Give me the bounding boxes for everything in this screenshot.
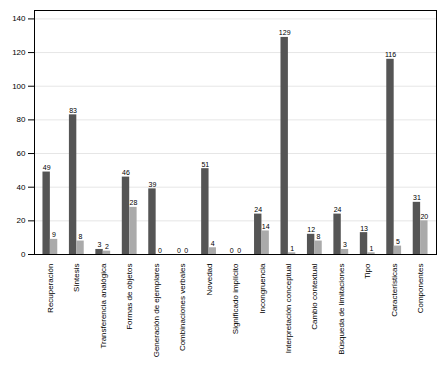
svg-text:100: 100 [12,82,26,91]
svg-text:Características: Características [390,264,399,317]
svg-text:13: 13 [360,225,368,232]
svg-text:8: 8 [79,233,83,240]
svg-text:0: 0 [177,247,181,254]
svg-text:9: 9 [52,231,56,238]
svg-text:28: 28 [130,199,138,206]
svg-text:Significado implícito: Significado implícito [231,263,240,334]
svg-text:0: 0 [237,247,241,254]
svg-text:80: 80 [17,115,26,124]
svg-text:2: 2 [105,243,109,250]
svg-text:31: 31 [413,194,421,201]
svg-text:51: 51 [201,161,209,168]
svg-text:46: 46 [122,169,130,176]
svg-text:Combinaciones verbales: Combinaciones verbales [178,264,187,352]
svg-text:14: 14 [262,223,270,230]
svg-text:Novedad: Novedad [205,264,214,296]
svg-text:140: 140 [12,14,26,23]
svg-text:3: 3 [98,241,102,248]
svg-text:8: 8 [317,233,321,240]
svg-text:116: 116 [385,51,396,58]
svg-text:Recuperación: Recuperación [46,264,55,313]
svg-text:120: 120 [12,48,26,57]
svg-text:0: 0 [184,247,188,254]
svg-text:5: 5 [396,238,400,245]
svg-text:24: 24 [254,206,262,213]
svg-text:129: 129 [279,29,291,36]
svg-text:Generación de ejemplares: Generación de ejemplares [152,264,161,358]
svg-text:Síntesis: Síntesis [72,264,81,292]
svg-text:Cambio contextual: Cambio contextual [310,263,319,329]
svg-text:0: 0 [230,247,234,254]
svg-text:20: 20 [420,213,428,220]
svg-text:83: 83 [69,107,77,114]
svg-text:39: 39 [149,181,157,188]
svg-text:0: 0 [158,247,162,254]
svg-text:Tipo: Tipo [363,263,372,279]
svg-text:Interpretación conceptual: Interpretación conceptual [284,263,293,353]
svg-text:0: 0 [21,250,26,259]
svg-text:20: 20 [17,216,26,225]
svg-text:Transferencia analógica: Transferencia analógica [99,263,108,349]
svg-text:24: 24 [334,206,342,213]
svg-text:Incongruencia: Incongruencia [258,263,267,314]
svg-text:4: 4 [211,240,215,247]
svg-text:Componentes: Componentes [416,264,425,314]
svg-text:40: 40 [17,183,26,192]
svg-text:12: 12 [307,226,315,233]
svg-text:60: 60 [17,149,26,158]
svg-text:1: 1 [290,245,294,252]
svg-text:1: 1 [369,245,373,252]
svg-text:Búsqueda de limitaciones: Búsqueda de limitaciones [337,264,346,355]
svg-text:3: 3 [343,241,347,248]
svg-text:49: 49 [43,164,51,171]
svg-text:Formas de objetos: Formas de objetos [125,264,134,330]
